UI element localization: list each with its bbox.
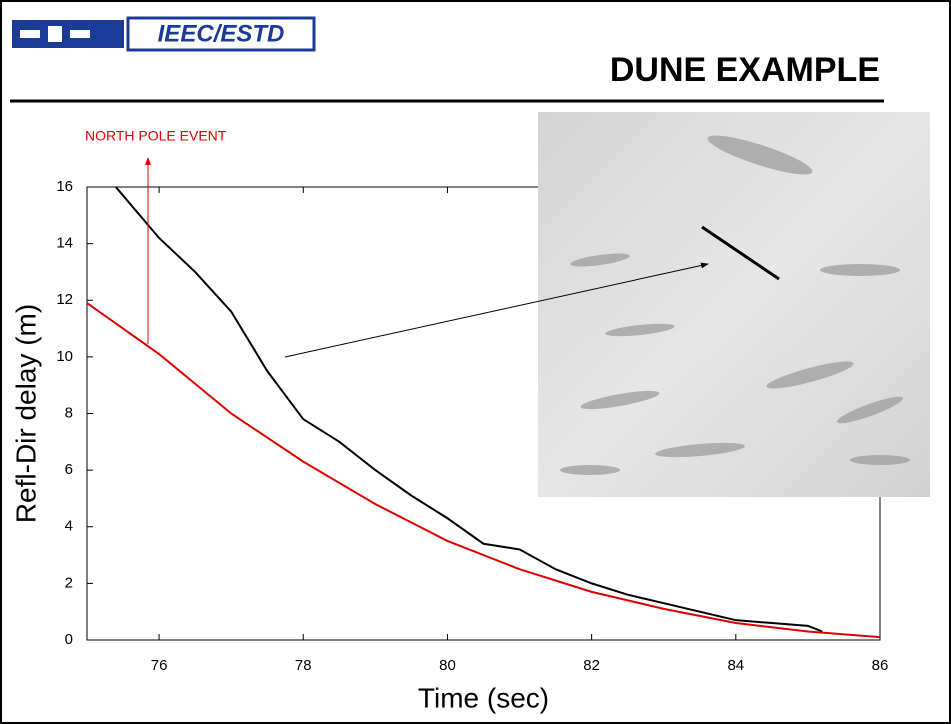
x-tick-label: 86 (872, 657, 889, 674)
y-tick-label: 16 (56, 178, 73, 195)
y-tick-label: 8 (65, 404, 73, 421)
x-tick-label: 78 (295, 657, 312, 674)
data-line (86, 302, 881, 639)
logo: IEEC/ESTD (12, 16, 316, 52)
x-tick-label: 80 (439, 657, 456, 674)
y-axis-label: Refl-Dir delay (m) (10, 304, 41, 523)
y-tick-label: 10 (56, 348, 73, 365)
pointer-arrow (284, 262, 709, 358)
x-axis-label: Time (sec) (418, 682, 549, 713)
x-tick-label: 84 (727, 657, 744, 674)
y-tick-label: 2 (65, 574, 73, 591)
y-tick-label: 4 (65, 518, 73, 535)
y-tick-label: 12 (56, 291, 73, 308)
slide-title: DUNE EXAMPLE (610, 51, 880, 89)
x-tick-label: 76 (151, 657, 168, 674)
logo-text: IEEC/ESTD (158, 20, 285, 47)
annotation: NORTH POLE EVENT (85, 128, 227, 144)
y-tick-label: 6 (65, 461, 73, 478)
dune-photo (538, 112, 930, 497)
data-line (115, 186, 823, 633)
y-tick-label: 0 (65, 631, 73, 648)
x-tick-label: 82 (583, 657, 600, 674)
y-tick-label: 14 (56, 235, 73, 252)
